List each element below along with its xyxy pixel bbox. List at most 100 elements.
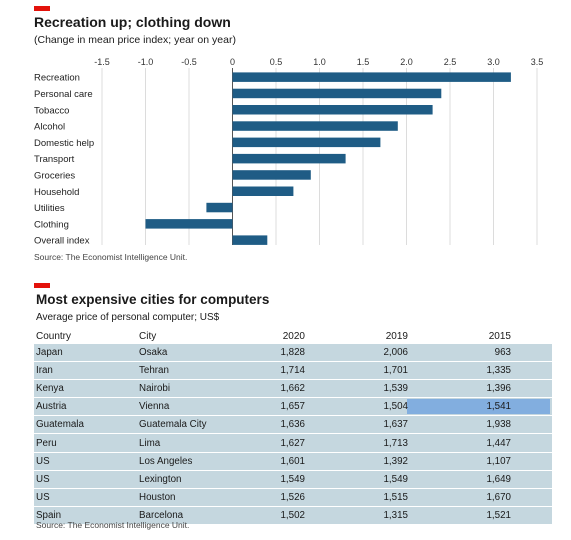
- cell-city: Barcelona: [139, 509, 184, 521]
- category-label: Alcohol: [34, 122, 65, 133]
- cell-2020: 1,502: [280, 509, 305, 521]
- bar: [232, 137, 381, 148]
- bar: [206, 202, 233, 213]
- x-tick-label: 0.5: [270, 57, 283, 67]
- cell-city: Los Angeles: [139, 455, 193, 467]
- x-tick-label: 3.0: [487, 57, 500, 67]
- table-row: Kenya Nairobi 1,662 1,539 1,396: [34, 379, 552, 398]
- cell-2015: 1,335: [486, 365, 511, 377]
- category-label: Domestic help: [34, 138, 94, 149]
- x-tick-label: -1.5: [94, 57, 110, 67]
- category-label: Groceries: [34, 170, 75, 181]
- cell-city: Tehran: [139, 365, 169, 377]
- x-tick-label: -0.5: [181, 57, 197, 67]
- table-row: Spain Barcelona 1,502 1,315 1,521: [34, 505, 552, 524]
- x-tick-label: 0: [230, 57, 235, 67]
- cell-country: Japan: [36, 347, 63, 359]
- chart-subtitle: (Change in mean price index; year on yea…: [34, 34, 236, 46]
- cell-2015: 963: [494, 347, 511, 359]
- table-row: US Houston 1,526 1,515 1,670: [34, 487, 552, 506]
- brand-tag-table: [34, 283, 50, 288]
- cell-highlight: [407, 399, 550, 415]
- category-label: Transport: [34, 154, 75, 165]
- cell-2015: 1,541: [486, 401, 511, 413]
- cell-city: Osaka: [139, 347, 168, 359]
- category-label: Household: [34, 187, 79, 198]
- category-label: Clothing: [34, 219, 69, 230]
- cell-city: Vienna: [139, 401, 170, 413]
- cell-2020: 1,657: [280, 401, 305, 413]
- cell-city: Lexington: [139, 473, 182, 485]
- category-label: Tobacco: [34, 105, 69, 116]
- bar: [232, 72, 511, 82]
- x-tick-label: 2.5: [444, 57, 457, 67]
- x-tick-label: 1.0: [313, 57, 326, 67]
- cell-2019: 1,515: [383, 491, 408, 503]
- category-label: Overall index: [34, 236, 90, 247]
- cell-2019: 1,701: [383, 365, 408, 377]
- cell-country: Peru: [36, 437, 57, 449]
- cell-2015: 1,670: [486, 491, 511, 503]
- table-row: Japan Osaka 1,828 2,006 963: [34, 344, 552, 362]
- bar: [232, 186, 294, 196]
- cell-country: Guatemala: [36, 419, 84, 431]
- cell-2020: 1,601: [280, 455, 305, 467]
- price-table: Country City 2020 2019 2015 Japan Osaka 1,…: [34, 328, 552, 524]
- cell-city: Lima: [139, 437, 161, 449]
- cell-2015: 1,107: [486, 455, 511, 467]
- table-header: Country City 2020 2019 2015: [34, 328, 552, 344]
- cell-2020: 1,828: [280, 347, 305, 359]
- cell-2015: 1,938: [486, 419, 511, 431]
- cell-country: Kenya: [36, 383, 64, 395]
- cell-2020: 1,549: [280, 473, 305, 485]
- cell-2019: 2,006: [383, 347, 408, 359]
- chart-source: Source: The Economist Intelligence Unit.: [34, 252, 188, 262]
- bar: [232, 153, 346, 164]
- cell-country: Iran: [36, 365, 53, 377]
- bar: [232, 170, 311, 180]
- x-tick-label: -1.0: [138, 57, 154, 67]
- table-row: US Lexington 1,549 1,549 1,649: [34, 469, 552, 488]
- category-label: Utilities: [34, 203, 65, 214]
- bar: [232, 121, 398, 131]
- bar: [232, 235, 268, 245]
- table-row: Guatemala Guatemala City 1,636 1,637 1,938: [34, 415, 552, 434]
- table-title: Most expensive cities for computers: [36, 292, 270, 307]
- table-row: Austria Vienna 1,657 1,504 1,541: [34, 397, 552, 416]
- col-2019: 2019: [385, 330, 408, 342]
- table-row: Iran Tehran 1,714 1,701 1,335: [34, 361, 552, 380]
- brand-tag: [34, 6, 50, 11]
- table-row: US Los Angeles 1,601 1,392 1,107: [34, 451, 552, 470]
- cell-country: US: [36, 473, 50, 485]
- bar-chart: -1.5 -1.0 -0.5 0 0.5 1.0 1.5 2.0 2.5 3.0 3.5 Recrea…: [34, 57, 544, 247]
- col-city: City: [139, 330, 157, 342]
- cell-2019: 1,504: [383, 401, 408, 413]
- col-2015: 2015: [488, 330, 511, 342]
- chart-title: Recreation up; clothing down: [34, 14, 231, 30]
- cell-2015: 1,521: [486, 509, 511, 521]
- cell-2020: 1,526: [280, 491, 305, 503]
- col-2020: 2020: [282, 330, 305, 342]
- cell-country: Austria: [36, 401, 67, 413]
- cell-country: US: [36, 455, 50, 467]
- x-tick-label: 1.5: [357, 57, 370, 67]
- cell-2019: 1,549: [383, 473, 408, 485]
- cell-2015: 1,649: [486, 473, 511, 485]
- table-row: Peru Lima 1,627 1,713 1,447: [34, 433, 552, 452]
- col-country: Country: [36, 330, 72, 342]
- x-tick-label: 2.0: [400, 57, 413, 67]
- cell-2019: 1,392: [383, 455, 408, 467]
- cell-2019: 1,713: [383, 437, 408, 449]
- cell-country: US: [36, 491, 50, 503]
- table-subtitle: Average price of personal computer; US$: [36, 312, 220, 323]
- cell-2020: 1,627: [280, 437, 305, 449]
- cell-city: Nairobi: [139, 383, 171, 395]
- cell-2020: 1,636: [280, 419, 305, 431]
- cell-country: Spain: [36, 509, 62, 521]
- table-body: Japan Osaka 1,828 2,006 963 Iran Tehran 1,714 1,…: [34, 344, 552, 524]
- bar: [232, 88, 442, 99]
- cell-2019: 1,315: [383, 509, 408, 521]
- category-label: Recreation: [34, 73, 80, 84]
- bar: [145, 219, 233, 229]
- x-tick-label: 3.5: [531, 57, 544, 67]
